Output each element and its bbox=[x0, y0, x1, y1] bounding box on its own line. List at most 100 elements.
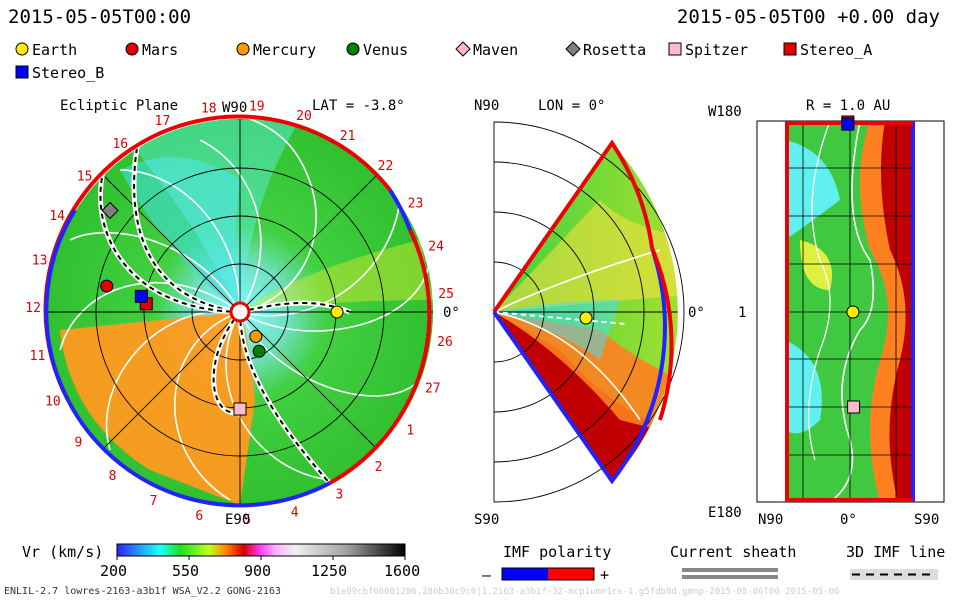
time-offset-label: 2015-05-05T00 +0.00 day bbox=[676, 6, 940, 28]
colorbar-tick-900: 900 bbox=[244, 562, 272, 580]
polarity-rim-positive-2 bbox=[329, 229, 432, 485]
sector-tick-15: 15 bbox=[77, 169, 93, 184]
maven-marker-icon bbox=[455, 41, 471, 57]
sector-tick-labels: 2021222324252627123456789101112131415161… bbox=[25, 100, 454, 528]
wedge-yellow-band bbox=[494, 200, 678, 312]
legend-item-stereo_b: Stereo_B bbox=[14, 64, 104, 82]
legend-item-mars: Mars bbox=[124, 41, 178, 59]
ecliptic-mercury-marker bbox=[249, 329, 263, 343]
radial-field-line-2 bbox=[807, 121, 831, 461]
radial-field-line bbox=[829, 121, 875, 502]
meridional-body-markers bbox=[579, 311, 593, 325]
earth-marker-icon bbox=[15, 42, 29, 56]
meridional-panel: N90 LON = 0° S90 0° bbox=[474, 98, 705, 528]
meridional-earth-marker bbox=[579, 311, 593, 325]
mars-marker-icon bbox=[125, 42, 139, 56]
run-watermark: b1e09cbf06001206,286b36c9c0|1.2163-a3b1f… bbox=[330, 587, 840, 597]
meridional-bottom-label: S90 bbox=[474, 512, 499, 528]
current-sheath-label: Current sheath bbox=[670, 543, 797, 561]
imf-polarity-bar bbox=[501, 567, 595, 581]
radial-y-mid-label: 1 bbox=[738, 305, 746, 321]
sector-tick-4: 4 bbox=[291, 506, 299, 521]
radial-earth-marker bbox=[846, 305, 860, 319]
ecliptic-rosetta-marker bbox=[101, 201, 119, 220]
ecliptic-stereo_b-marker bbox=[134, 289, 148, 303]
sector-tick-19: 19 bbox=[249, 100, 265, 115]
ecliptic-top-label: W90 bbox=[222, 100, 247, 116]
radial-y-bottom-label: E180 bbox=[708, 505, 742, 521]
legend-label: Venus bbox=[363, 41, 409, 59]
mercury-marker-icon bbox=[236, 42, 250, 56]
legend-label: Mercury bbox=[253, 41, 317, 59]
sun-marker bbox=[229, 301, 251, 323]
legend-item-stereo_a: Stereo_A bbox=[782, 41, 872, 59]
ecliptic-earth-marker bbox=[330, 305, 344, 319]
polarity-rim-negative-3 bbox=[44, 208, 77, 401]
radial-yellow-patch bbox=[800, 240, 832, 290]
sector-tick-17: 17 bbox=[155, 114, 171, 129]
radial-x-label-south: S90 bbox=[914, 512, 939, 528]
radial-y-top-label: W180 bbox=[708, 104, 742, 120]
wedge-rim-negative bbox=[492, 247, 667, 485]
imf-minus-label: – bbox=[482, 566, 492, 584]
sector-tick-23: 23 bbox=[408, 196, 424, 211]
colorbar-tick-550: 550 bbox=[172, 562, 200, 580]
model-footer: ENLIL-2.7 lowres-2163-a3b1f WSA_V2.2 GON… bbox=[4, 586, 281, 597]
sector-tick-10: 10 bbox=[45, 395, 61, 410]
datetime-label: 2015-05-05T00:00 bbox=[8, 6, 192, 28]
ecliptic-venus-marker bbox=[252, 344, 266, 358]
legend-label: Maven bbox=[473, 41, 519, 59]
imf-negative-swatch bbox=[502, 568, 548, 580]
legend-item-mercury: Mercury bbox=[235, 41, 316, 59]
colorbar-ticks bbox=[116, 556, 406, 560]
moderate-wind-region bbox=[240, 240, 433, 312]
current-sheath-swatch bbox=[682, 568, 778, 579]
legend-label: Rosetta bbox=[583, 41, 647, 59]
imf-polarity-label: IMF polarity bbox=[503, 543, 612, 561]
colorbar-tick-1250: 1250 bbox=[311, 562, 348, 580]
meridional-title: LON = 0° bbox=[538, 98, 605, 114]
sector-tick-6: 6 bbox=[195, 509, 203, 524]
radial-grid bbox=[785, 121, 915, 502]
sector-tick-16: 16 bbox=[112, 137, 128, 152]
sector-tick-13: 13 bbox=[32, 254, 48, 269]
wedge-field-line-2 bbox=[494, 249, 661, 313]
wedge-rim-positive bbox=[492, 139, 654, 314]
legend-item-maven: Maven bbox=[455, 41, 518, 59]
radial-title: R = 1.0 AU bbox=[806, 98, 890, 114]
stereo_b-marker-icon bbox=[15, 65, 29, 79]
venus-marker-icon bbox=[346, 42, 360, 56]
ecliptic-body-markers bbox=[100, 201, 344, 416]
radial-x-label-center: 0° bbox=[840, 512, 857, 528]
colorbar-gradient bbox=[116, 543, 406, 557]
sector-tick-26: 26 bbox=[437, 335, 453, 350]
legend-item-venus: Venus bbox=[345, 41, 408, 59]
radial-x-label-north: N90 bbox=[758, 512, 783, 528]
ecliptic-title: Ecliptic Plane bbox=[60, 98, 178, 114]
meridional-top-label: N90 bbox=[474, 98, 499, 114]
sector-tick-25: 25 bbox=[438, 287, 454, 302]
radial-panel: R = 1.0 AU W180 1 E180 N90 0° S90 bbox=[708, 98, 945, 528]
fast-wind-region bbox=[60, 312, 255, 505]
sector-tick-8: 8 bbox=[109, 469, 117, 484]
colorbar-tick-1600: 1600 bbox=[384, 562, 421, 580]
legend-item-earth: Earth bbox=[14, 41, 77, 59]
ecliptic-plane-panel: 2021222324252627123456789101112131415161… bbox=[25, 98, 460, 528]
polarity-rim-negative-2 bbox=[66, 399, 331, 508]
imf-plus-label: + bbox=[600, 566, 610, 584]
stereo_a-marker-icon bbox=[783, 42, 797, 56]
legend-item-spitzer: Spitzer bbox=[667, 41, 748, 59]
rosetta-marker-icon bbox=[565, 41, 581, 57]
current-sheath-ecliptic bbox=[97, 129, 351, 497]
sector-tick-22: 22 bbox=[378, 159, 394, 174]
sector-tick-24: 24 bbox=[428, 240, 444, 255]
legend-label: Stereo_B bbox=[32, 64, 105, 82]
sector-tick-14: 14 bbox=[49, 209, 65, 224]
ecliptic-mars-marker bbox=[100, 279, 114, 293]
ecliptic-spitzer-marker bbox=[233, 402, 247, 416]
wedge-orange-band bbox=[494, 312, 678, 440]
sector-tick-9: 9 bbox=[74, 435, 82, 450]
imf3d-swatch bbox=[850, 569, 938, 580]
meridional-right-label: 0° bbox=[688, 305, 705, 321]
